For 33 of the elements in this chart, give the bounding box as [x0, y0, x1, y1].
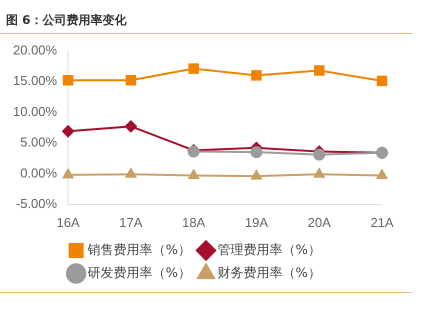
- y-tick-label: 5.00%: [20, 134, 58, 150]
- x-tick-label: 21A: [370, 214, 394, 230]
- point: [62, 125, 74, 138]
- point: [188, 170, 199, 180]
- point: [188, 63, 199, 74]
- point: [314, 65, 324, 76]
- point: [124, 120, 137, 132]
- y-tick-label: -5.00%: [16, 196, 58, 211]
- legend-label: 研发费用率（%）: [88, 264, 192, 281]
- y-tick-label: 20.00%: [12, 42, 58, 58]
- x-tick-label: 18A: [182, 214, 206, 230]
- y-tick-label: 0.00%: [20, 165, 58, 180]
- x-tick-label: 17A: [119, 214, 143, 230]
- point: [250, 146, 262, 158]
- point: [126, 168, 136, 178]
- point: [376, 76, 388, 86]
- y-tick-label: 10.00%: [12, 104, 58, 119]
- y-tick-label: 15.00%: [12, 73, 58, 88]
- point: [126, 75, 136, 86]
- legend-label: 财务费用率（%）: [218, 264, 321, 281]
- x-tick-label: 16A: [56, 214, 80, 230]
- point: [376, 170, 388, 180]
- chart-title: 图 6：公司费用率变化: [6, 12, 127, 29]
- legend-label: 销售费用率（%）: [86, 242, 192, 258]
- point: [62, 75, 74, 86]
- point: [62, 168, 74, 178]
- x-tick-label: 20A: [308, 214, 332, 230]
- point: [251, 70, 262, 81]
- point: [251, 170, 262, 180]
- point: [314, 168, 325, 178]
- legend-label: 管理费用率（%）: [218, 242, 321, 258]
- x-tick-label: 19A: [244, 214, 268, 230]
- point: [313, 148, 326, 161]
